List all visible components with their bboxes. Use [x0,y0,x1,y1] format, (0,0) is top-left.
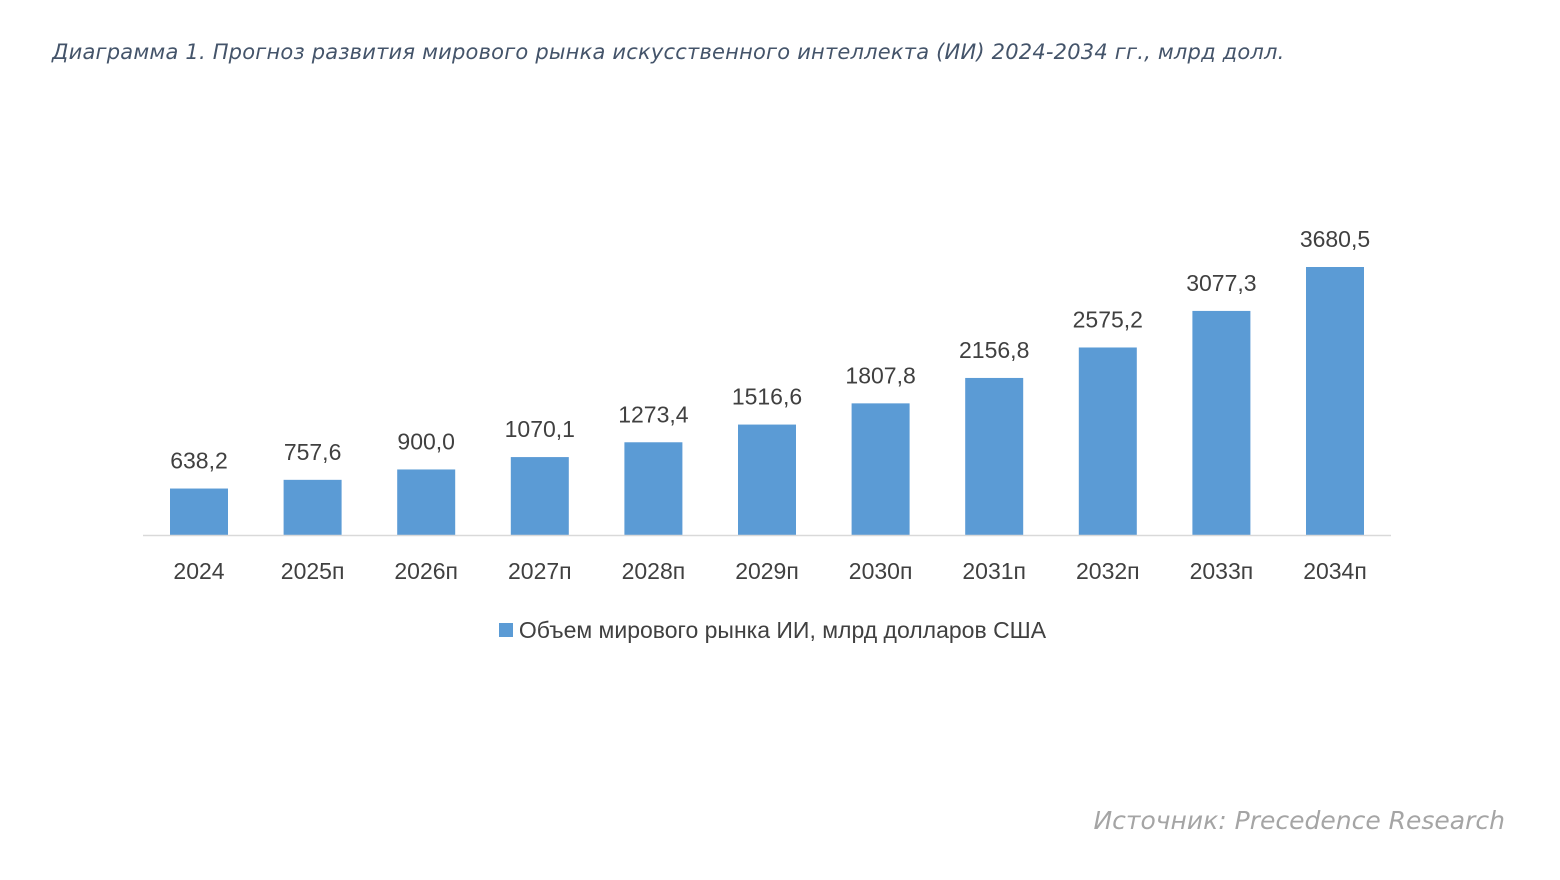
x-tick-label: 2031п [962,558,1026,584]
x-tick-label: 2032п [1076,558,1140,584]
bar-chart: 638,2 2024 757,6 2025п 900,0 2026п 1070,1 2027п… [143,226,1391,584]
data-label: 900,0 [397,428,455,454]
bar-2025п [283,479,342,535]
bar-2032п [1078,347,1137,535]
bar-2027п [510,457,569,535]
data-label: 2156,8 [959,337,1029,363]
data-label: 3077,3 [1186,270,1256,296]
x-tick-label: 2030п [849,558,913,584]
bar-2026п [397,469,456,535]
bar-2033п [1192,310,1251,535]
data-label: 1516,6 [732,384,802,410]
x-tick-label: 2026п [394,558,458,584]
x-tick-label: 2029п [735,558,799,584]
legend-label: Объем мирового рынка ИИ, млрд долларов С… [518,617,1047,643]
data-label: 1070,1 [505,416,575,442]
chart-title: Диаграмма 1. Прогноз развития мирового р… [52,40,1285,64]
bar-2031п [965,377,1024,535]
data-label: 1807,8 [845,362,915,388]
data-label: 2575,2 [1073,306,1143,332]
data-label: 3680,5 [1300,226,1370,252]
x-tick-label: 2033п [1190,558,1254,584]
data-label: 757,6 [284,439,342,465]
data-label: 638,2 [170,448,228,474]
bar-2030п [851,403,910,535]
legend-swatch [498,623,513,637]
x-tick-label: 2028п [622,558,686,584]
source-note: Источник: Precedence Research [1093,806,1505,835]
x-tick-label: 2034п [1303,558,1367,584]
legend: Объем мирового рынка ИИ, млрд долларов С… [0,617,1545,644]
bar-2034п [1306,267,1364,535]
data-label: 1273,4 [618,401,689,427]
bar-2024 [170,488,228,535]
x-tick-label: 2025п [281,558,345,584]
x-tick-label: 2024 [173,558,224,584]
x-tick-label: 2027п [508,558,572,584]
bar-2029п [738,424,796,535]
bar-2028п [624,442,683,535]
